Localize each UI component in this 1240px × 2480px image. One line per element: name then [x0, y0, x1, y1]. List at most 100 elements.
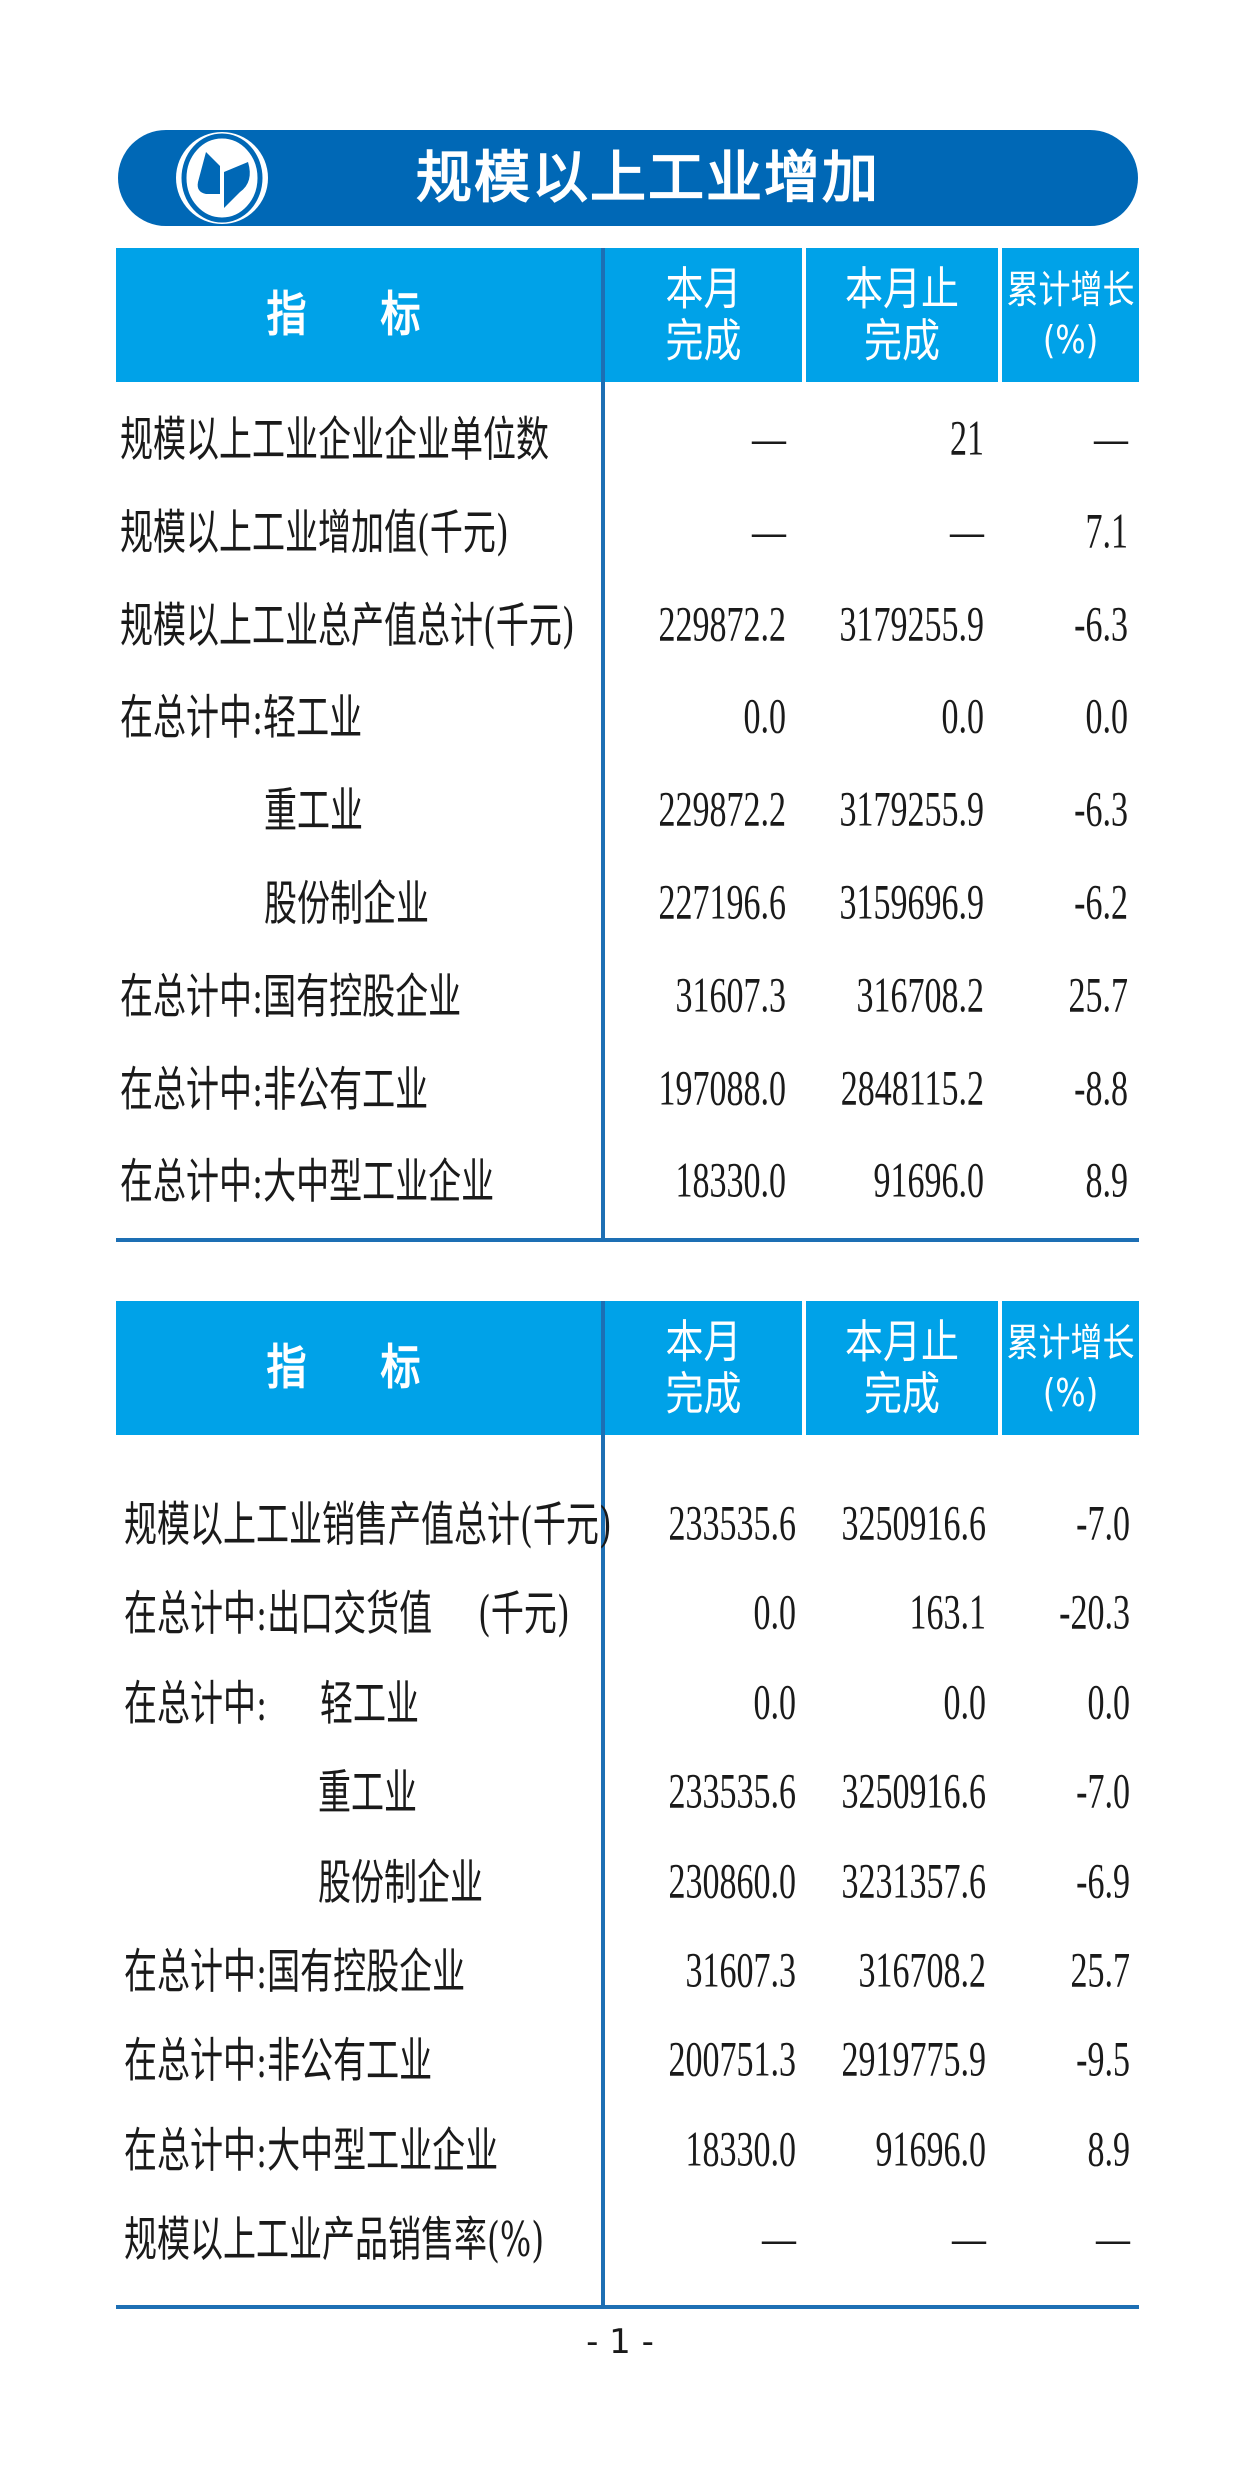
- cell-c3: 8.9: [1087, 2123, 1131, 2177]
- row-sublabel: 轻工业: [320, 1674, 419, 1732]
- page-number: - 1 -: [586, 2322, 654, 2362]
- cell-c2: 0.0: [943, 1676, 987, 1730]
- row-label: 股份制企业: [264, 875, 429, 932]
- cell-c2: 91696.0: [875, 2123, 987, 2177]
- cell-c1: 197088.0: [658, 1062, 787, 1116]
- header-cumulative-growth: 累计增长 (%): [1002, 1301, 1139, 1435]
- header-label: 本月止: [844, 1315, 959, 1369]
- cell-c1: 229872.2: [658, 783, 787, 838]
- cell-c3: -7.0: [1076, 1765, 1130, 1820]
- row-label: 规模以上工业产品销售率(%): [124, 2211, 545, 2268]
- header-label: 本月: [665, 1315, 742, 1369]
- table-row: 在总计中:大中型工业企业 18330.0 91696.0 8.9: [0, 2121, 1240, 2181]
- row-label: 规模以上工业企业企业单位数: [120, 411, 549, 468]
- cell-c3: —: [1094, 412, 1128, 467]
- row-label: 在总计中:大中型工业企业: [124, 2121, 499, 2179]
- cell-c3: 25.7: [1070, 1944, 1131, 1999]
- table-row: 在总计中:出口交货值 (千元) 0.0 163.1 -20.3: [0, 1584, 1240, 1644]
- header-this-month: 本月 完成: [605, 1301, 802, 1435]
- cell-c3: -6.2: [1074, 876, 1128, 931]
- row-label: 在总计中:出口交货值: [124, 1585, 433, 1642]
- cell-c3: -7.0: [1076, 1497, 1130, 1552]
- table-row: 在总计中:非公有工业 200751.3 2919775.9 -9.5: [0, 2031, 1240, 2091]
- title-banner: 规模以上工业增加值: [118, 130, 1138, 307]
- table-row: 规模以上工业企业企业单位数 — 21 —: [0, 410, 1240, 470]
- cell-c1: —: [762, 2212, 796, 2267]
- table-row: 股份制企业 230860.0 3231357.6 -6.9: [0, 1853, 1240, 1913]
- cell-c2: 163.1: [909, 1586, 987, 1641]
- header-label: 完成: [665, 314, 742, 368]
- cell-c3: -6.3: [1074, 598, 1128, 652]
- cell-c3: -6.3: [1074, 783, 1128, 838]
- cell-c3: -8.8: [1074, 1062, 1128, 1116]
- table-row: 规模以上工业总产值总计(千元) 229872.2 3179255.9 -6.3: [0, 596, 1240, 656]
- row-unit: (千元): [478, 1585, 570, 1642]
- row-label: 规模以上工业总产值总计(千元): [120, 596, 575, 654]
- header-label: 本月: [665, 262, 742, 316]
- cell-c1: 0.0: [753, 1676, 797, 1730]
- header-label: 累计增长: [1006, 1320, 1135, 1366]
- table-row: 规模以上工业增加值(千元) — — 7.1: [0, 503, 1240, 563]
- header-label: (%): [1042, 1370, 1099, 1416]
- cell-c1: —: [752, 505, 786, 559]
- cell-c1: 229872.2: [658, 598, 787, 652]
- header-cumulative-growth: 累计增长 (%): [1002, 248, 1139, 382]
- cell-c2: 3250916.6: [841, 1765, 987, 1820]
- cell-c3: -20.3: [1059, 1586, 1130, 1641]
- row-label: 规模以上工业增加值(千元): [120, 503, 509, 561]
- cell-c1: 18330.0: [685, 2123, 797, 2177]
- header-label: 完成: [665, 1367, 742, 1421]
- cell-c1: 0.0: [753, 1586, 797, 1641]
- cell-c3: 0.0: [1087, 1676, 1131, 1730]
- table2-header: 指 标本月 完成 本月止 完成 累计增长 (%): [116, 1301, 1139, 1435]
- header-label: (%): [1042, 317, 1099, 363]
- cell-c2: 2919775.9: [841, 2033, 987, 2088]
- table1-header: 指 标本月 完成 本月止 完成 累计增长 (%): [116, 248, 1139, 382]
- cell-c1: 233535.6: [668, 1497, 797, 1552]
- table-row: 规模以上工业产品销售率(%) — — —: [0, 2210, 1240, 2270]
- table-row: 重工业 229872.2 3179255.9 -6.3: [0, 781, 1240, 841]
- cell-c1: 227196.6: [658, 876, 787, 931]
- table-row: 在总计中: 轻工业 0.0 0.0 0.0: [0, 1674, 1240, 1734]
- table-row: 在总计中:国有控股企业 31607.3 316708.2 25.7: [0, 1942, 1240, 2002]
- header-label: 累计增长: [1006, 267, 1135, 313]
- header-label: 指 标: [266, 287, 451, 343]
- table-row: 重工业 233535.6 3250916.6 -7.0: [0, 1763, 1240, 1823]
- cell-c3: -9.5: [1076, 2033, 1130, 2088]
- cell-c2: 3179255.9: [839, 598, 985, 652]
- table1-bottom-rule: [116, 1238, 1139, 1242]
- header-year-to-date: 本月止 完成: [806, 248, 998, 382]
- cell-c3: -6.9: [1076, 1855, 1130, 1909]
- header-label: 本月止: [844, 262, 959, 316]
- cell-c2: 3250916.6: [841, 1497, 987, 1552]
- statistics-logo-icon: [176, 132, 268, 224]
- header-indicator: 指 标: [116, 248, 601, 382]
- header-this-month: 本月 完成: [605, 248, 802, 382]
- row-label: 重工业: [264, 782, 363, 839]
- column-divider: [601, 248, 605, 1242]
- column-divider: [601, 1301, 605, 2309]
- cell-c3: 7.1: [1085, 505, 1129, 559]
- cell-c1: 18330.0: [675, 1154, 787, 1209]
- row-label: 在总计中:: [124, 1674, 268, 1732]
- row-label: 在总计中:轻工业: [120, 689, 363, 746]
- cell-c2: 3231357.6: [841, 1855, 987, 1909]
- table2-bottom-rule: [116, 2305, 1139, 2309]
- cell-c2: 91696.0: [873, 1154, 985, 1209]
- cell-c2: 21: [950, 412, 984, 467]
- header-label: 完成: [863, 1367, 940, 1421]
- table-row: 在总计中:非公有工业 197088.0 2848115.2 -8.8: [0, 1060, 1240, 1120]
- cell-c1: —: [752, 412, 786, 467]
- table-row: 在总计中:国有控股企业 31607.3 316708.2 25.7: [0, 967, 1240, 1027]
- header-label: 完成: [863, 314, 940, 368]
- cell-c2: 0.0: [941, 690, 985, 745]
- row-label: 股份制企业: [318, 1853, 483, 1911]
- row-label: 在总计中:非公有工业: [124, 2032, 433, 2089]
- row-label: 在总计中:国有控股企业: [124, 1943, 466, 2000]
- cell-c2: 3179255.9: [839, 783, 985, 838]
- row-label: 在总计中:大中型工业企业: [120, 1153, 495, 1210]
- cell-c2: 3159696.9: [839, 876, 985, 931]
- table-row: 规模以上工业销售产值总计(千元) 233535.6 3250916.6 -7.0: [0, 1495, 1240, 1555]
- cell-c2: 316708.2: [856, 969, 985, 1023]
